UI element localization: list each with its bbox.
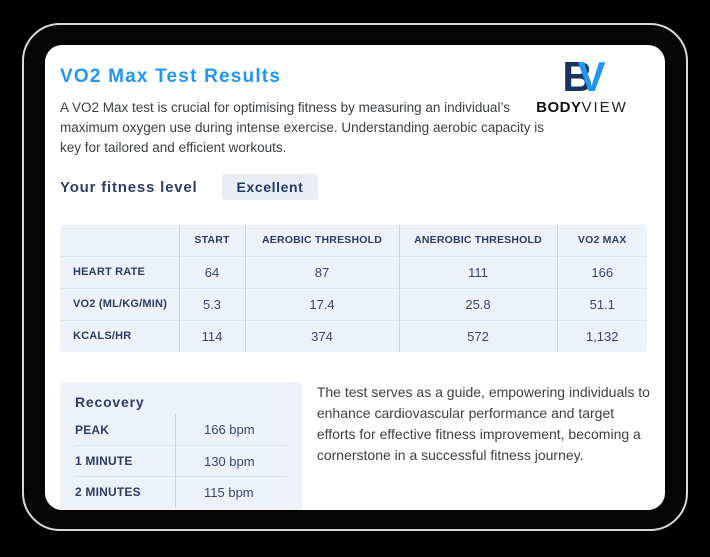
table-cell: 1,132 <box>556 319 647 352</box>
table-cell: 111 <box>398 255 557 288</box>
table-row-vo2: VO2 (ML/KG/MIN) 5.3 17.4 25.8 51.1 <box>60 287 647 320</box>
recovery-row-peak: PEAK 166 bpm <box>75 414 287 445</box>
row-label: KCALS/HR <box>60 319 179 352</box>
recovery-row-2-minutes: 2 MINUTES 115 bpm <box>75 476 287 507</box>
table-cell: 51.1 <box>556 287 647 320</box>
table-row-heart-rate: HEART RATE 64 87 111 166 <box>60 255 647 288</box>
column-header-vo2-max: VO2 MAX <box>556 225 647 256</box>
fitness-level-row: Your fitness level Excellent <box>60 174 650 200</box>
recovery-row-1-minute: 1 MINUTE 130 bpm <box>75 445 287 476</box>
bottom-section: Recovery PEAK 166 bpm 1 MINUTE 130 bpm 2… <box>60 382 650 510</box>
fitness-level-badge: Excellent <box>221 174 319 200</box>
report-page: VO2 Max Test Results A VO2 Max test is c… <box>45 45 665 510</box>
logo-v-letter: V <box>577 53 606 100</box>
recovery-value: 115 bpm <box>175 476 287 507</box>
column-header-start: START <box>178 225 245 256</box>
recovery-value: 166 bpm <box>175 414 287 445</box>
logo-body-text: BODY <box>536 99 582 116</box>
table-cell: 17.4 <box>244 287 399 320</box>
column-header-aerobic-threshold: AEROBIC THRESHOLD <box>244 225 399 256</box>
table-cell: 5.3 <box>178 287 245 320</box>
screen: VO2 Max Test Results A VO2 Max test is c… <box>45 45 665 510</box>
table-cell: 64 <box>178 255 245 288</box>
logo-view-text: VIEW <box>581 99 628 116</box>
corner-cell <box>60 225 179 256</box>
column-header-anerobic-threshold: ANEROBIC THRESHOLD <box>398 225 557 256</box>
fitness-level-label: Your fitness level <box>60 178 198 196</box>
bodyview-logo-wordmark: BODYVIEW <box>513 99 651 116</box>
row-label: VO2 (ML/KG/MIN) <box>60 287 179 320</box>
table-cell: 114 <box>178 319 245 352</box>
row-label: HEART RATE <box>60 255 179 288</box>
intro-text: A VO2 Max test is crucial for optimising… <box>60 100 544 155</box>
table-cell: 166 <box>556 255 647 288</box>
recovery-label: 2 MINUTES <box>75 476 175 507</box>
results-table: START AEROBIC THRESHOLD ANEROBIC THRESHO… <box>60 225 647 352</box>
results-table-header-row: START AEROBIC THRESHOLD ANEROBIC THRESHO… <box>60 225 647 256</box>
table-cell: 572 <box>398 319 557 352</box>
recovery-value: 130 bpm <box>175 445 287 476</box>
recovery-label: 1 MINUTE <box>75 445 175 476</box>
recovery-card: Recovery PEAK 166 bpm 1 MINUTE 130 bpm 2… <box>60 382 302 510</box>
tablet-frame: VO2 Max Test Results A VO2 Max test is c… <box>22 23 688 531</box>
logo-b-letter: B <box>562 53 592 100</box>
page-title: VO2 Max Test Results <box>60 66 282 87</box>
table-cell: 87 <box>244 255 399 288</box>
summary-text: The test serves as a guide, empowering i… <box>316 384 650 463</box>
recovery-title: Recovery <box>75 394 145 410</box>
bodyview-logo: BV BODYVIEW <box>513 55 651 117</box>
table-cell: 25.8 <box>398 287 557 320</box>
table-row-kcals: KCALS/HR 114 374 572 1,132 <box>60 319 647 352</box>
table-cell: 374 <box>244 319 399 352</box>
bodyview-logo-mark-icon: BV <box>513 55 651 101</box>
recovery-label: PEAK <box>75 422 110 437</box>
